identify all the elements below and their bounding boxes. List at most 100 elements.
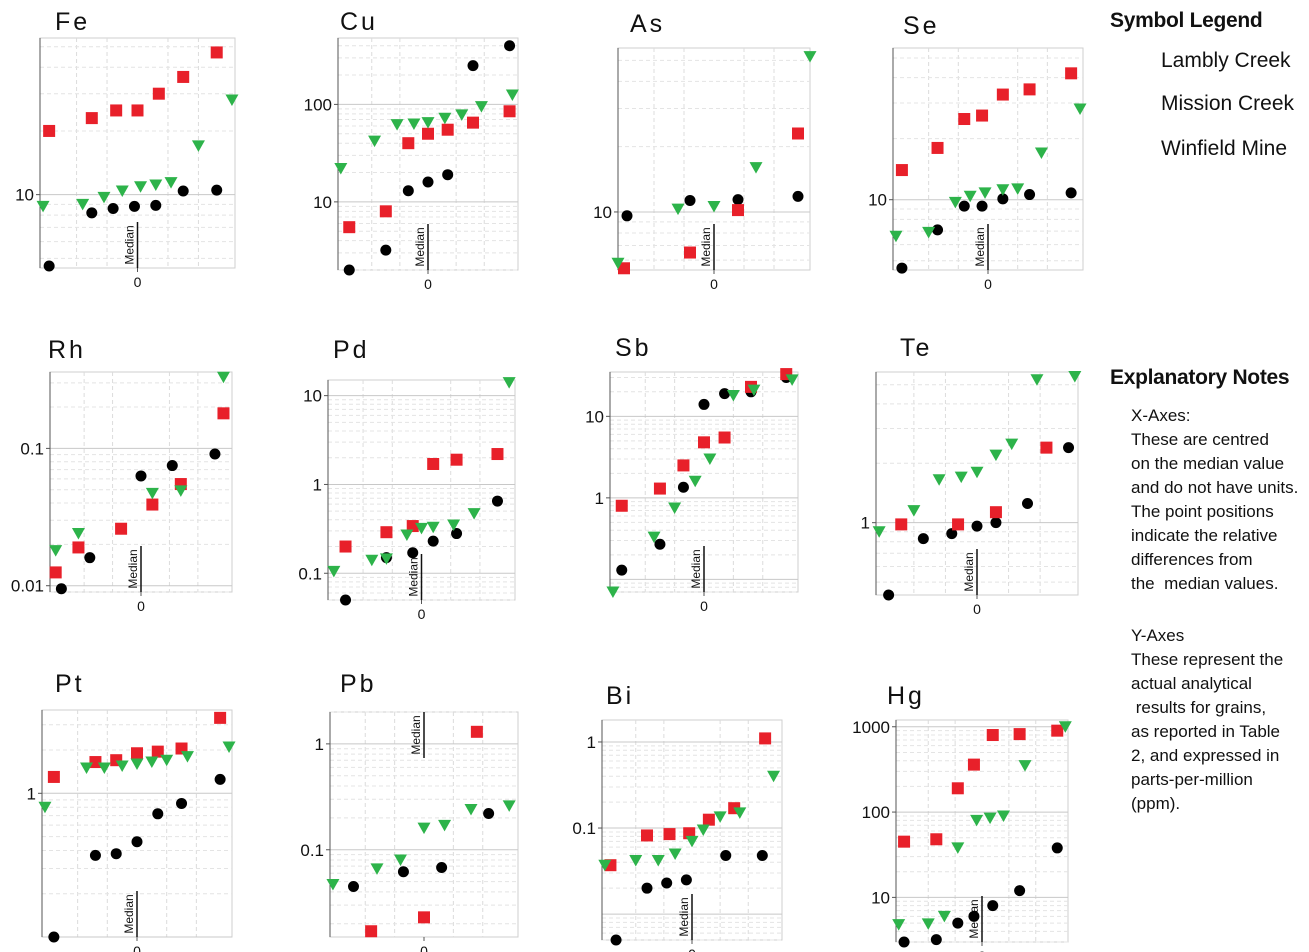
data-point-triangle xyxy=(421,117,435,129)
data-point-triangle xyxy=(38,801,52,814)
data-point-triangle xyxy=(606,586,620,598)
data-point-triangle xyxy=(1073,103,1087,116)
data-point-triangle xyxy=(334,162,348,175)
x-tick-label: 0 xyxy=(424,276,432,292)
data-point-circle xyxy=(732,194,744,206)
data-point-circle xyxy=(166,460,178,472)
data-point-circle xyxy=(680,874,692,886)
data-point-square xyxy=(1051,724,1064,737)
legend-label: Lambly Creek xyxy=(1161,49,1291,72)
data-point-circle xyxy=(677,481,689,493)
data-point-triangle xyxy=(1018,760,1032,772)
data-point-square xyxy=(989,506,1002,519)
data-point-triangle xyxy=(474,101,488,113)
y-axes-line: actual analytical xyxy=(1131,674,1252,693)
data-point-triangle xyxy=(379,553,393,565)
data-point-circle xyxy=(451,528,463,540)
data-point-circle xyxy=(128,200,140,212)
y-axes-line: results for grains, xyxy=(1131,698,1267,717)
data-point-triangle xyxy=(390,119,404,131)
data-point-triangle xyxy=(502,377,516,389)
data-point-triangle xyxy=(191,140,205,152)
data-point-circle xyxy=(176,797,188,809)
data-point-triangle xyxy=(668,848,682,860)
data-point-square xyxy=(210,46,223,59)
data-point-square xyxy=(418,911,430,924)
data-point-square xyxy=(214,711,227,724)
data-point-triangle xyxy=(1030,374,1044,386)
chart-title: Te xyxy=(900,334,932,362)
data-point-square xyxy=(85,112,98,125)
data-point-square xyxy=(343,221,356,234)
data-point-square xyxy=(467,116,479,129)
median-label: Median xyxy=(126,549,140,588)
data-point-triangle xyxy=(963,190,977,203)
data-point-triangle xyxy=(629,854,643,867)
data-point-triangle xyxy=(36,200,50,213)
chart-title: Sb xyxy=(615,334,652,362)
data-point-square xyxy=(427,457,440,470)
data-point-triangle xyxy=(921,918,935,930)
data-point-circle xyxy=(610,934,622,946)
data-point-square xyxy=(422,127,434,140)
data-point-circle xyxy=(107,202,119,214)
chart-title: Pt xyxy=(55,670,85,698)
y-axes-line: 2, and expressed in xyxy=(1131,746,1280,765)
data-point-circle xyxy=(380,244,392,256)
data-point-circle xyxy=(135,470,147,482)
data-point-circle xyxy=(211,184,223,196)
data-point-triangle xyxy=(922,226,936,239)
data-point-triangle xyxy=(970,814,984,827)
data-point-square xyxy=(152,87,165,100)
data-point-circle xyxy=(958,200,970,212)
data-point-triangle xyxy=(989,449,1003,462)
data-point-triangle xyxy=(145,487,159,500)
chart-title: Hg xyxy=(887,682,925,710)
y-tick-label: 1 xyxy=(861,514,870,533)
data-point-square xyxy=(895,164,908,177)
x-tick-label: 0 xyxy=(420,943,428,952)
data-point-square xyxy=(718,431,731,444)
data-point-square xyxy=(131,104,144,117)
data-point-square xyxy=(151,745,164,758)
y-tick-label: 1 xyxy=(27,784,36,803)
data-point-triangle xyxy=(130,758,144,770)
y-tick-label: 100 xyxy=(304,95,332,114)
y-tick-label: 0.1 xyxy=(298,564,322,583)
y-tick-label: 0.01 xyxy=(11,577,44,596)
data-point-square xyxy=(967,758,980,771)
chart-panel-hg: 1010010000MedianHg xyxy=(852,682,1072,952)
data-point-circle xyxy=(976,200,988,212)
chart-title: Fe xyxy=(55,8,90,36)
x-tick-label: 0 xyxy=(700,598,708,614)
data-point-triangle xyxy=(937,910,951,923)
data-point-square xyxy=(677,459,690,472)
data-point-triangle xyxy=(415,522,428,535)
median-label: Median xyxy=(689,549,703,588)
chart-title: Bi xyxy=(606,682,634,710)
data-point-square xyxy=(615,499,628,512)
data-point-square xyxy=(702,813,715,826)
data-point-square xyxy=(618,262,630,275)
data-point-triangle xyxy=(668,502,682,515)
data-point-circle xyxy=(427,535,439,547)
x-tick-label: 0 xyxy=(688,946,696,952)
y-axes-line: as reported in Table xyxy=(1131,722,1281,741)
data-point-triangle xyxy=(502,800,516,812)
x-axes-line: and do not have units. xyxy=(1131,478,1299,497)
y-tick-label: 0.1 xyxy=(20,439,44,458)
data-point-triangle xyxy=(707,200,721,213)
data-point-square xyxy=(491,448,504,461)
data-point-triangle xyxy=(370,863,384,875)
data-point-circle xyxy=(422,176,434,188)
data-point-circle xyxy=(402,185,414,197)
data-point-triangle xyxy=(970,466,984,479)
data-point-circle xyxy=(436,861,448,873)
data-point-circle xyxy=(1014,885,1026,897)
data-point-triangle xyxy=(216,371,230,384)
chart-panel-sb: 1 10 0 Median Sb xyxy=(585,334,799,614)
data-point-triangle xyxy=(149,179,163,192)
data-point-circle xyxy=(177,185,189,197)
chart-title: Pb xyxy=(340,670,377,698)
